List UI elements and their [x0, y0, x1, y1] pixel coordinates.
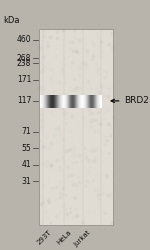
Bar: [39, 29, 113, 225]
Text: 293T: 293T: [36, 229, 52, 246]
Text: BRD2: BRD2: [124, 96, 149, 106]
Text: 117: 117: [17, 96, 31, 106]
Text: 460: 460: [17, 35, 31, 44]
Text: 268: 268: [17, 54, 31, 63]
Text: 238: 238: [17, 59, 31, 68]
Text: 55: 55: [21, 144, 31, 152]
Text: 71: 71: [22, 127, 31, 136]
Text: HeLa: HeLa: [56, 229, 73, 246]
Text: 171: 171: [17, 75, 31, 84]
Text: kDa: kDa: [3, 16, 20, 26]
Text: 41: 41: [22, 160, 31, 169]
Text: Jurkat: Jurkat: [73, 229, 92, 248]
Text: 31: 31: [22, 176, 31, 186]
